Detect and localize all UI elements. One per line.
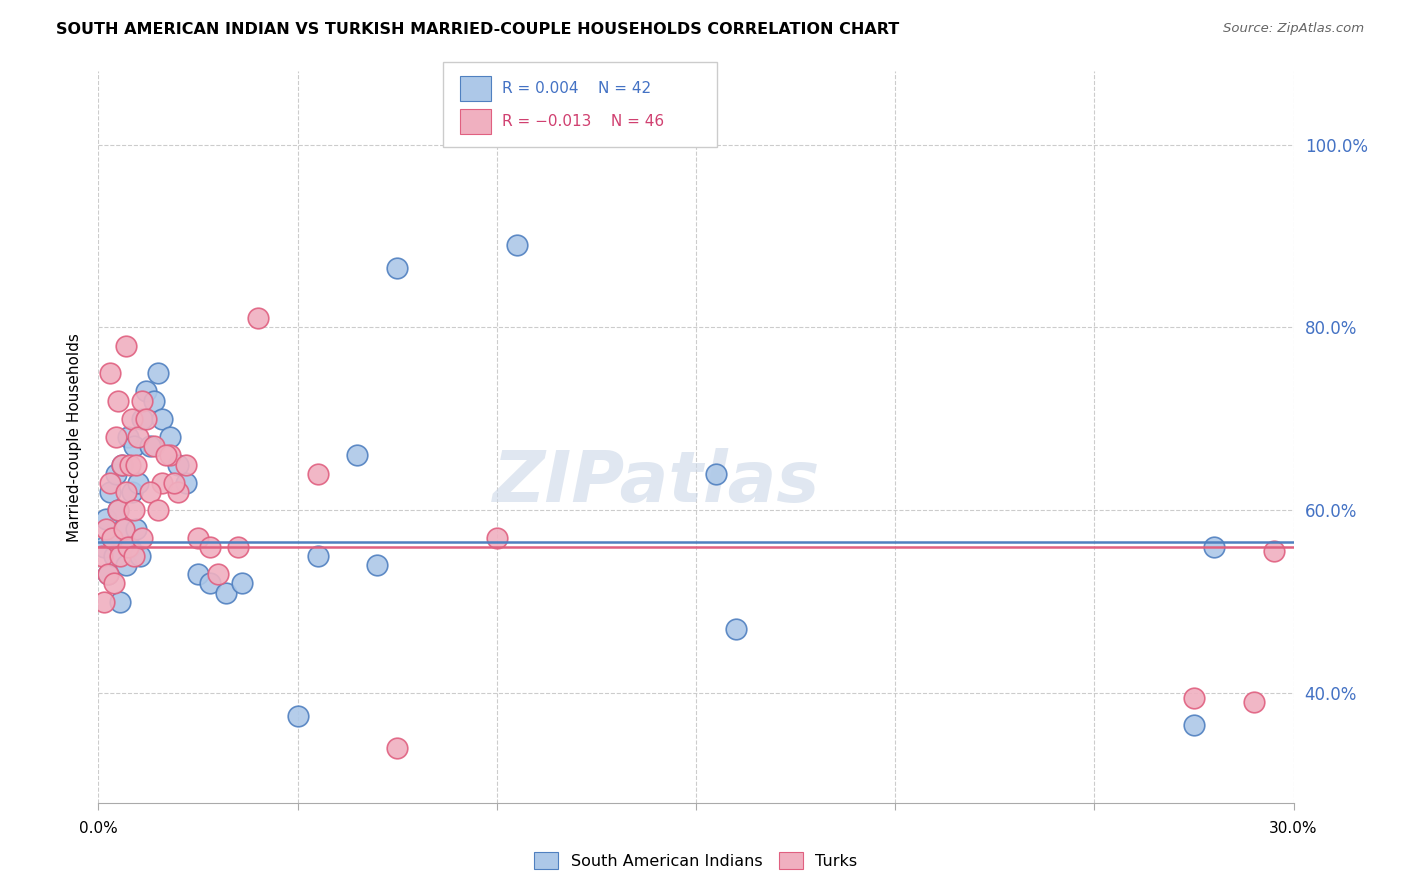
Point bbox=[150, 475, 173, 490]
Point bbox=[174, 458, 197, 472]
Point bbox=[129, 549, 152, 563]
Point bbox=[366, 558, 388, 573]
Point bbox=[167, 485, 190, 500]
Text: R = 0.004    N = 42: R = 0.004 N = 42 bbox=[502, 81, 651, 95]
Point bbox=[215, 585, 238, 599]
Point bbox=[112, 521, 135, 535]
Point bbox=[91, 549, 114, 563]
Point bbox=[163, 475, 186, 490]
Point bbox=[105, 467, 128, 481]
Point bbox=[127, 475, 149, 490]
Text: 0.0%: 0.0% bbox=[79, 821, 118, 836]
Text: 30.0%: 30.0% bbox=[1270, 821, 1317, 836]
Point bbox=[101, 531, 124, 545]
Point bbox=[485, 531, 508, 545]
Text: Source: ZipAtlas.com: Source: ZipAtlas.com bbox=[1223, 22, 1364, 36]
Point bbox=[103, 576, 125, 591]
Point bbox=[97, 567, 120, 582]
Point bbox=[107, 393, 129, 408]
Point bbox=[198, 576, 221, 591]
Point bbox=[226, 540, 249, 554]
Point bbox=[115, 339, 138, 353]
Point bbox=[125, 521, 148, 535]
Point bbox=[724, 622, 747, 636]
Point bbox=[117, 540, 139, 554]
Point bbox=[135, 412, 157, 426]
Point bbox=[124, 549, 146, 563]
Point bbox=[117, 430, 139, 444]
Point bbox=[135, 384, 157, 399]
Point bbox=[101, 531, 124, 545]
Text: ZIPatlas: ZIPatlas bbox=[492, 449, 820, 517]
Point bbox=[207, 567, 229, 582]
Point bbox=[96, 521, 118, 535]
Point bbox=[704, 467, 727, 481]
Point bbox=[148, 503, 170, 517]
Point bbox=[1243, 695, 1265, 709]
Y-axis label: Married-couple Households: Married-couple Households bbox=[66, 333, 82, 541]
Point bbox=[131, 412, 153, 426]
Point bbox=[107, 503, 129, 517]
Point bbox=[98, 475, 122, 490]
Point bbox=[98, 366, 122, 380]
Text: R = −0.013    N = 46: R = −0.013 N = 46 bbox=[502, 114, 664, 128]
Point bbox=[112, 521, 135, 535]
Point bbox=[111, 458, 134, 472]
Point bbox=[139, 439, 162, 453]
Point bbox=[107, 503, 129, 517]
Point bbox=[124, 439, 146, 453]
Point bbox=[127, 430, 149, 444]
Point bbox=[159, 448, 181, 462]
Point bbox=[1202, 540, 1225, 554]
Legend: South American Indians, Turks: South American Indians, Turks bbox=[529, 846, 863, 875]
Text: SOUTH AMERICAN INDIAN VS TURKISH MARRIED-COUPLE HOUSEHOLDS CORRELATION CHART: SOUTH AMERICAN INDIAN VS TURKISH MARRIED… bbox=[56, 22, 900, 37]
Point bbox=[115, 485, 138, 500]
Point bbox=[385, 740, 409, 755]
Point bbox=[120, 458, 142, 472]
Point bbox=[103, 549, 125, 563]
Point bbox=[150, 412, 173, 426]
Point bbox=[385, 260, 409, 275]
Point bbox=[111, 458, 134, 472]
Point bbox=[131, 531, 153, 545]
Point bbox=[307, 549, 329, 563]
Point bbox=[174, 475, 197, 490]
Point bbox=[93, 540, 115, 554]
Point bbox=[143, 393, 166, 408]
Point bbox=[121, 485, 143, 500]
Point bbox=[198, 540, 221, 554]
Point bbox=[131, 393, 153, 408]
Point bbox=[231, 576, 253, 591]
Point bbox=[115, 558, 138, 573]
Point bbox=[93, 594, 115, 608]
Point bbox=[125, 458, 148, 472]
Point bbox=[98, 485, 122, 500]
Point bbox=[148, 366, 170, 380]
Point bbox=[139, 485, 162, 500]
Point bbox=[97, 567, 120, 582]
Point bbox=[110, 594, 132, 608]
Point bbox=[96, 512, 118, 526]
Point bbox=[506, 238, 529, 252]
Point bbox=[1182, 718, 1205, 732]
Point bbox=[1182, 690, 1205, 705]
Point bbox=[187, 567, 209, 582]
Point bbox=[105, 430, 128, 444]
Point bbox=[307, 467, 329, 481]
Point bbox=[143, 439, 166, 453]
Point bbox=[187, 531, 209, 545]
Point bbox=[1263, 544, 1285, 558]
Point bbox=[167, 458, 190, 472]
Point bbox=[246, 311, 269, 326]
Point bbox=[124, 503, 146, 517]
Point bbox=[287, 709, 309, 723]
Point bbox=[121, 412, 143, 426]
Point bbox=[159, 430, 181, 444]
Point bbox=[346, 448, 368, 462]
Point bbox=[155, 448, 177, 462]
Point bbox=[120, 540, 142, 554]
Point bbox=[110, 549, 132, 563]
